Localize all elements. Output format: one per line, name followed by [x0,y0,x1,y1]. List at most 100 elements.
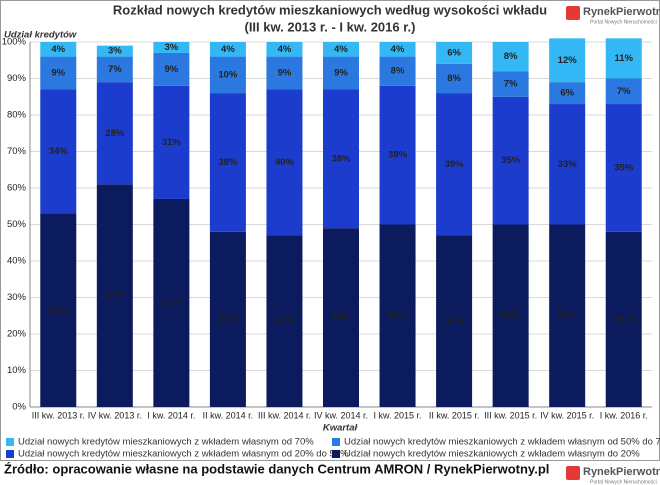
bar-segment [323,89,359,229]
value-label: 38% [388,150,408,161]
y-tick-label: 50% [7,219,27,230]
y-tick-label: 70% [7,146,27,157]
value-label: 47% [445,316,465,327]
logo-icon [566,6,580,20]
bar-segment [492,42,529,72]
value-label: 7% [504,78,518,89]
y-tick-label: 30% [7,292,27,303]
y-tick-label: 0% [12,402,26,413]
legend-swatch [6,438,14,446]
logo-text: RynekPierwotny [583,6,660,18]
bar-segment [40,213,77,407]
bar-segment [40,89,77,214]
bar-segment [323,56,359,90]
bar-segment [209,231,246,407]
bar-segment [379,42,416,57]
value-label: 9% [51,68,65,79]
value-label: 61% [105,290,125,301]
value-label: 6% [447,47,461,58]
bar-segment [323,42,359,57]
logo: RynekPierwotny Portal Nowych Nieruchomoś… [566,6,660,25]
legend-swatch [6,450,14,458]
logo-icon [566,466,580,480]
bar-segment [436,93,473,236]
value-label: 8% [504,51,518,62]
legend-swatch [332,450,340,458]
x-tick-label: III kw. 2014 r. [258,410,311,420]
x-axis-label: Kwartał [323,423,358,434]
value-label: 8% [391,66,405,77]
value-label: 4% [278,44,292,55]
bar-segment [266,89,303,236]
value-label: 53% [49,305,69,316]
value-label: 48% [614,314,634,325]
value-label: 9% [278,68,292,79]
bar-segment [605,104,642,232]
bar-segment [436,63,473,94]
bar-segment [153,52,190,86]
value-label: 49% [331,312,351,323]
bar-segment [549,82,586,105]
logo-tagline: Portal Nowych Nieruchomości [590,19,657,25]
bar-segment [96,45,133,57]
legend-label: Udział nowych kredytów mieszkaniowych z … [344,437,660,448]
value-label: 39% [445,159,465,170]
chart-subtitle: (III kw. 2013 r. - I kw. 2016 r.) [244,19,415,34]
value-label: 4% [334,44,348,55]
legend-label: Udział nowych kredytów mieszkaniowych z … [344,449,640,460]
bar-segment [266,235,303,407]
logo-bottom: RynekPierwotny Portal Nowych Nieruchomoś… [566,466,660,485]
bar-segment [96,184,133,407]
y-tick-label: 100% [2,37,27,48]
x-tick-label: II kw. 2015 r. [429,410,480,420]
value-label: 7% [617,86,631,97]
y-tick-label: 60% [7,183,27,194]
value-label: 6% [560,88,574,99]
bar-segment [266,56,303,90]
value-label: 34% [49,146,69,157]
value-label: 48% [218,314,238,325]
logo-text: RynekPierwotny [583,466,660,478]
bar-segment [379,224,416,407]
y-tick-label: 80% [7,110,27,121]
source: Źródło: opracowanie własne na podstawie … [4,461,549,476]
value-label: 35% [614,162,634,173]
bar-segment [40,56,77,90]
value-label: 9% [334,68,348,79]
x-tick-label: I kw. 2015 r. [374,410,422,420]
x-tick-label: I kw. 2016 r. [600,410,648,420]
bar-segment [379,85,416,225]
value-label: 10% [218,69,238,80]
x-tick-label: III kw. 2013 r. [32,410,85,420]
y-tick-label: 40% [7,256,27,267]
x-tick-label: II kw. 2014 r. [203,410,254,420]
bar-segment [549,224,586,407]
value-label: 38% [331,153,351,164]
bar-segment [549,38,586,83]
y-tick-label: 20% [7,329,27,340]
x-tick-label: IV kw. 2015 r. [540,410,594,420]
y-axis-label: Udział kredytów [4,30,77,41]
bar-segment [153,85,190,199]
value-label: 8% [447,73,461,84]
x-tick-label: IV kw. 2013 r. [88,410,142,420]
bar-segment [492,224,529,407]
value-label: 4% [221,44,235,55]
bar-segment [209,42,246,57]
value-label: 50% [501,310,521,321]
value-label: 11% [614,53,633,64]
y-tick-label: 10% [7,365,27,376]
value-label: 57% [162,297,182,308]
bar-segment [379,56,416,86]
bar-segment [40,42,77,57]
value-label: 7% [108,64,122,75]
value-label: 50% [558,310,578,321]
legend-swatch [332,438,340,446]
bar-segment [605,78,642,105]
value-label: 38% [218,157,238,168]
value-label: 28% [105,128,125,139]
bar-segment [492,71,529,97]
value-label: 4% [391,44,405,55]
bar-segment [436,42,473,64]
